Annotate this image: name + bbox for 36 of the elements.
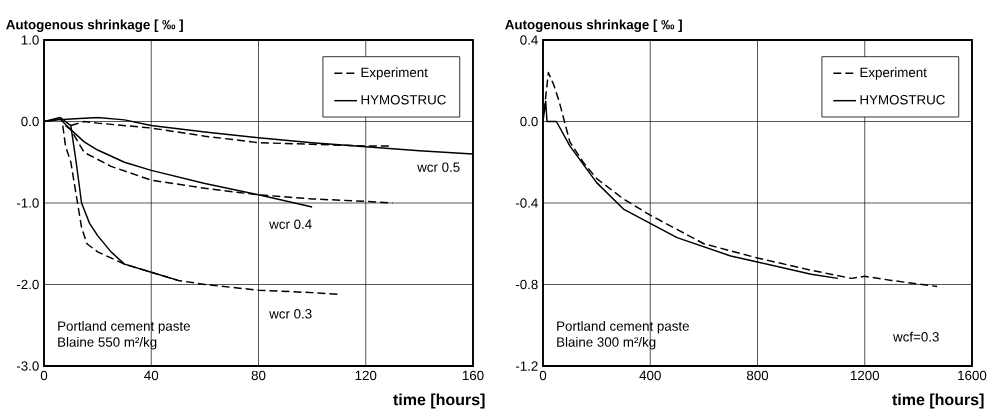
x-tick-label: 1600 <box>958 370 987 381</box>
x-tick-label: 1200 <box>850 370 880 381</box>
annotation: Blaine 300 m²/kg <box>557 336 656 350</box>
x-tick-label: 0 <box>539 370 547 381</box>
y-tick-label: 1.0 <box>21 35 39 45</box>
annotation: wcr 0.5 <box>417 162 460 172</box>
x-tick-label: 800 <box>746 370 769 381</box>
y-axis-title: Autogenous shrinkage [ ‰ ] <box>6 19 183 33</box>
y-tick-label: -0.8 <box>515 279 538 290</box>
annotation: Portland cement paste <box>557 320 689 334</box>
y-tick-label: -0.4 <box>515 198 538 208</box>
y-axis-title: Autogenous shrinkage [ ‰ ] <box>505 19 682 33</box>
annotation: Portland cement paste <box>58 320 190 334</box>
annotation: wcf=0.3 <box>893 331 939 342</box>
y-tick-label: -3.0 <box>16 361 39 371</box>
annotation: wcr 0.3 <box>269 309 312 319</box>
x-tick-label: 120 <box>355 370 377 381</box>
legend-label: HYMOSTRUC <box>361 95 446 105</box>
legend-label: HYMOSTRUC <box>860 95 945 105</box>
annotation: Blaine 550 m²/kg <box>58 336 157 350</box>
y-tick-label: -1.2 <box>515 361 538 371</box>
y-tick-label: 0.0 <box>21 116 39 127</box>
x-axis-title: time [hours] <box>892 393 984 409</box>
x-tick-label: 80 <box>251 370 266 381</box>
legend-label: Experiment <box>860 67 927 80</box>
y-tick-label: 0.0 <box>520 116 538 127</box>
y-tick-label: -2.0 <box>16 279 39 290</box>
y-tick-label: 0.4 <box>520 35 538 45</box>
annotation: wcr 0.4 <box>269 219 312 229</box>
x-tick-label: 400 <box>639 370 661 381</box>
x-tick-label: 0 <box>40 370 48 381</box>
y-tick-label: -1.0 <box>16 198 39 208</box>
x-axis-title: time [hours] <box>393 393 485 409</box>
x-tick-label: 160 <box>462 370 484 381</box>
legend-label: Experiment <box>361 67 428 80</box>
x-tick-label: 40 <box>144 370 159 381</box>
